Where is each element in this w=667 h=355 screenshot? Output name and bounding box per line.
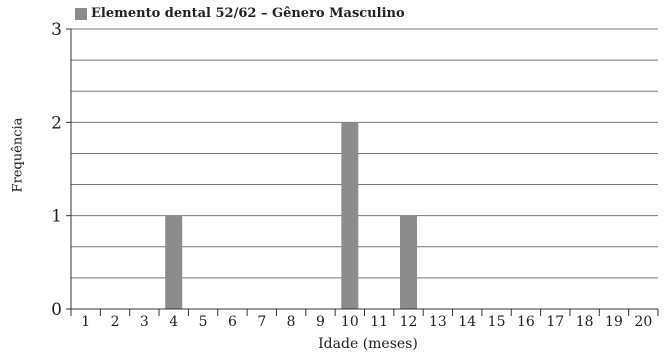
y-tick-label: 3	[51, 20, 62, 40]
x-tick-label: 18	[576, 314, 594, 330]
bar	[165, 215, 183, 309]
bar	[341, 122, 359, 309]
x-axis-label: Idade (meses)	[318, 336, 418, 352]
x-tick-label: 13	[429, 314, 447, 330]
x-tick-label: 10	[341, 314, 359, 330]
legend-label: Elemento dental 52/62 – Gênero Masculino	[91, 6, 405, 21]
x-tick-label: 15	[488, 314, 506, 330]
x-tick-label: 20	[634, 314, 652, 330]
y-axis-label: Frequência	[10, 117, 26, 193]
x-tick-label: 11	[370, 314, 388, 330]
x-tick-label: 6	[228, 314, 237, 330]
x-tick-label: 7	[257, 314, 266, 330]
x-tick-label: 17	[546, 314, 564, 330]
y-tick-label: 2	[51, 113, 62, 133]
y-tick-label: 1	[51, 207, 62, 227]
x-tick-label: 16	[517, 314, 535, 330]
x-tick-label: 1	[81, 314, 90, 330]
x-tick-label: 8	[287, 314, 296, 330]
y-tick-label: 0	[51, 300, 62, 320]
x-tick-label: 9	[316, 314, 325, 330]
x-tick-label: 12	[400, 314, 418, 330]
legend: Elemento dental 52/62 – Gênero Masculino	[75, 6, 405, 21]
x-tick-label: 14	[458, 314, 476, 330]
x-tick-label: 4	[169, 314, 178, 330]
x-tick-label: 2	[111, 314, 120, 330]
x-tick-label: 5	[199, 314, 208, 330]
x-tick-label: 19	[605, 314, 623, 330]
legend-swatch	[75, 7, 87, 20]
bar	[400, 215, 418, 309]
x-tick-label: 3	[140, 314, 149, 330]
